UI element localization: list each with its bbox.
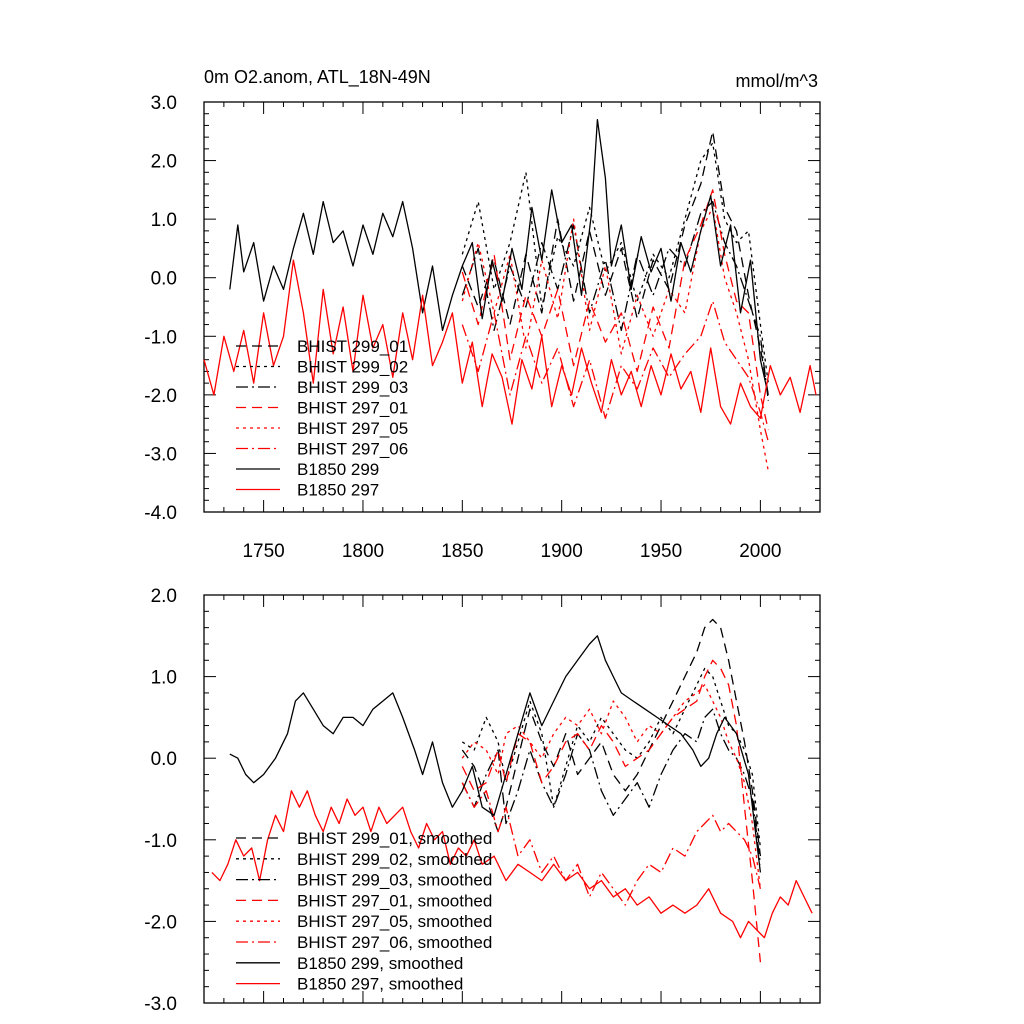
series-line-8 [211, 790, 813, 939]
y-tick-label: -4.0 [144, 503, 177, 524]
series-line-3 [461, 200, 769, 401]
legend-label: BHIST 299_02 [297, 358, 408, 377]
bottom-panel: 2.0 1.0 0.0 -1.0 -2.0 -3.0 BHIST 299_01, smoot… [144, 586, 821, 1015]
y-tick-label: -1.0 [144, 327, 177, 348]
legend-label: BHIST 299_03 [297, 378, 408, 397]
series-line-8 [203, 259, 817, 425]
figure-unit: mmol/m^3 [736, 71, 818, 91]
legend-label: B1850 297, smoothed [297, 975, 463, 994]
x-tick-label: 1900 [541, 541, 583, 562]
y-tick-label: 3.0 [151, 93, 177, 114]
series-line-5 [461, 206, 769, 472]
x-tick-label: 1950 [640, 541, 682, 562]
series-line-2 [461, 142, 769, 384]
y-tick-label: -3.0 [144, 444, 177, 465]
series-line-2 [461, 667, 762, 849]
plot-frame [203, 101, 821, 513]
legend-label: B1850 299 [297, 460, 379, 479]
legend-label: BHIST 299_01, smoothed [297, 829, 492, 848]
y-tick-label: -1.0 [144, 831, 177, 852]
series-line-4 [461, 189, 769, 431]
series-line-4 [461, 659, 762, 963]
series-line-6 [461, 782, 762, 906]
series-line-3 [461, 708, 762, 865]
y-tick-label: 0.0 [151, 749, 177, 770]
legend-label: BHIST 297_05 [297, 419, 408, 438]
top-panel: 1750 1800 1850 1900 1950 2000 3.0 2.0 1.0 0.0 -1.0… [144, 93, 821, 562]
series-line-1 [461, 130, 769, 396]
series-line-1 [461, 618, 762, 857]
x-tick-label: 1750 [242, 541, 284, 562]
y-tick-label: 1.0 [151, 668, 177, 689]
legend-label: BHIST 297_01, smoothed [297, 891, 492, 910]
plot-frame [203, 594, 821, 1004]
x-tick-label: 2000 [739, 541, 781, 562]
series-line-7 [229, 118, 769, 396]
legend-label: BHIST 297_06 [297, 440, 408, 459]
y-tick-label: 2.0 [151, 586, 177, 607]
legend-label: BHIST 297_05, smoothed [297, 912, 492, 931]
legend-label: BHIST 297_06, smoothed [297, 933, 492, 952]
x-tick-label: 1850 [441, 541, 483, 562]
legend-label: BHIST 299_03, smoothed [297, 871, 492, 890]
series-line-7 [229, 635, 762, 873]
series-line-5 [461, 684, 762, 889]
legend-label: B1850 297 [297, 481, 379, 500]
legend-label: BHIST 299_02, smoothed [297, 850, 492, 869]
y-tick-label: 1.0 [151, 210, 177, 231]
figure-title: 0m O2.anom, ATL_18N-49N [204, 67, 431, 88]
y-tick-label: 2.0 [151, 152, 177, 173]
legend-label: BHIST 299_01 [297, 337, 408, 356]
legend-label: B1850 299, smoothed [297, 954, 463, 973]
y-tick-label: 0.0 [151, 269, 177, 290]
x-tick-label: 1800 [342, 541, 384, 562]
y-tick-label: -2.0 [144, 386, 177, 407]
y-tick-label: -3.0 [144, 994, 177, 1015]
legend-label: BHIST 297_01 [297, 399, 408, 418]
y-tick-label: -2.0 [144, 912, 177, 933]
